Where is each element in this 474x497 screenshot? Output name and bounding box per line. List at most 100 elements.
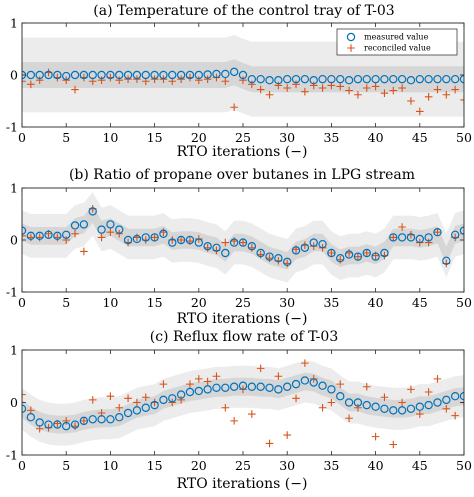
measured-marker bbox=[353, 74, 363, 84]
x-tick-label: 40 bbox=[368, 130, 384, 145]
outer-band bbox=[22, 360, 464, 446]
measured-marker bbox=[442, 256, 451, 265]
measured-marker bbox=[203, 70, 212, 79]
x-tick-label: 20 bbox=[191, 295, 207, 310]
reconciled-marker bbox=[239, 76, 247, 84]
reconciled-marker bbox=[124, 394, 132, 403]
measured-marker bbox=[168, 238, 177, 247]
reconciled-marker bbox=[195, 375, 203, 383]
measured-marker bbox=[433, 227, 442, 237]
measured-marker bbox=[70, 221, 80, 230]
x-tick-label: 50 bbox=[456, 130, 472, 145]
measured-marker bbox=[150, 400, 159, 410]
measured-marker bbox=[35, 418, 44, 427]
reconciled-marker bbox=[380, 393, 389, 402]
plot-area bbox=[22, 359, 464, 449]
panel-c-plot: 0 5 10 15 20 25 30 35 40 45 50-101 bbox=[6, 343, 472, 474]
y-tick-label: 1 bbox=[10, 16, 18, 31]
x-tick-label: 15 bbox=[147, 130, 163, 145]
reconciled-marker bbox=[256, 364, 265, 373]
x-tick-label: 30 bbox=[279, 458, 295, 473]
measured-marker bbox=[415, 74, 424, 84]
y-tick-label: 0 bbox=[10, 233, 18, 248]
measured-marker bbox=[97, 225, 106, 234]
measured-marker bbox=[291, 379, 301, 389]
measured-marker bbox=[318, 381, 327, 390]
measured-marker bbox=[159, 70, 168, 80]
measured-marker bbox=[371, 252, 380, 261]
measured-marker bbox=[176, 70, 186, 80]
reconciled-marker bbox=[177, 396, 185, 404]
legend-box bbox=[336, 28, 458, 56]
reconciled-marker bbox=[407, 97, 415, 105]
measured-marker bbox=[283, 74, 292, 84]
measured-marker bbox=[238, 381, 248, 390]
measured-marker bbox=[22, 226, 27, 235]
measured-marker bbox=[380, 248, 389, 258]
measured-marker bbox=[256, 74, 265, 84]
measured-marker bbox=[247, 382, 257, 391]
reconciled-marker bbox=[141, 393, 150, 402]
measured-marker bbox=[300, 376, 310, 385]
reconciled-marker bbox=[292, 80, 300, 89]
measured-marker bbox=[26, 70, 36, 80]
reconciled-marker bbox=[71, 85, 79, 94]
measured-marker bbox=[168, 70, 177, 80]
measured-marker bbox=[256, 382, 265, 391]
reconciled-marker bbox=[433, 85, 442, 94]
measured-marker bbox=[238, 238, 248, 247]
measured-marker bbox=[150, 70, 159, 80]
reconciled-marker bbox=[186, 380, 194, 388]
reconciled-marker bbox=[22, 77, 26, 86]
reconciled-marker bbox=[451, 85, 459, 94]
reconciled-marker bbox=[248, 80, 256, 89]
measured-marker bbox=[194, 70, 203, 80]
reconciled-marker bbox=[62, 236, 70, 244]
panel-a-xlabel: RTO iterations (−) bbox=[177, 144, 308, 160]
x-tick-label: 30 bbox=[279, 295, 295, 310]
measured-marker bbox=[371, 74, 380, 84]
reconciled-marker bbox=[71, 229, 79, 238]
measured-marker bbox=[406, 233, 416, 242]
legend-reconciled-label: reconciled value bbox=[364, 44, 431, 53]
measured-marker bbox=[53, 420, 62, 429]
measured-marker bbox=[106, 70, 115, 80]
x-tick-label: 50 bbox=[456, 295, 472, 310]
measured-marker bbox=[238, 70, 248, 80]
x-tick-label: 35 bbox=[323, 130, 339, 145]
measured-marker bbox=[185, 387, 195, 397]
reconciled-marker bbox=[115, 403, 124, 412]
measured-marker bbox=[265, 383, 274, 392]
reconciled-marker bbox=[345, 414, 353, 423]
reconciled-marker bbox=[362, 249, 371, 257]
measured-marker bbox=[433, 398, 442, 407]
measured-marker bbox=[106, 220, 115, 229]
x-tick-label: 25 bbox=[235, 295, 251, 310]
reconciled-marker bbox=[327, 249, 336, 257]
reconciled-marker bbox=[221, 403, 230, 412]
measured-marker bbox=[115, 70, 124, 80]
reconciled-marker bbox=[433, 375, 442, 383]
y-tick-label: -1 bbox=[6, 448, 18, 463]
panel-b-xlabel: RTO iterations (−) bbox=[177, 311, 308, 327]
measured-marker bbox=[362, 400, 371, 410]
reconciled-marker bbox=[345, 86, 353, 95]
y-tick-label: -1 bbox=[6, 120, 18, 135]
measured-marker bbox=[406, 404, 416, 413]
reconciled-marker bbox=[327, 398, 336, 407]
measured-marker bbox=[61, 230, 71, 239]
measured-marker bbox=[274, 385, 283, 394]
measured-marker bbox=[433, 74, 442, 84]
reconciled-marker bbox=[460, 96, 464, 104]
panel-a-title: (a) Temperature of the control tray of T… bbox=[93, 3, 394, 19]
x-tick-label: 50 bbox=[456, 458, 472, 473]
reconciled-marker bbox=[371, 432, 380, 441]
legend: measured value reconciled value bbox=[336, 28, 458, 56]
reconciled-marker bbox=[354, 90, 362, 99]
reconciled-marker bbox=[80, 247, 88, 256]
measured-marker bbox=[362, 248, 371, 258]
reconciled-marker bbox=[150, 233, 159, 242]
measured-marker bbox=[79, 220, 89, 229]
reconciled-marker bbox=[407, 385, 415, 394]
